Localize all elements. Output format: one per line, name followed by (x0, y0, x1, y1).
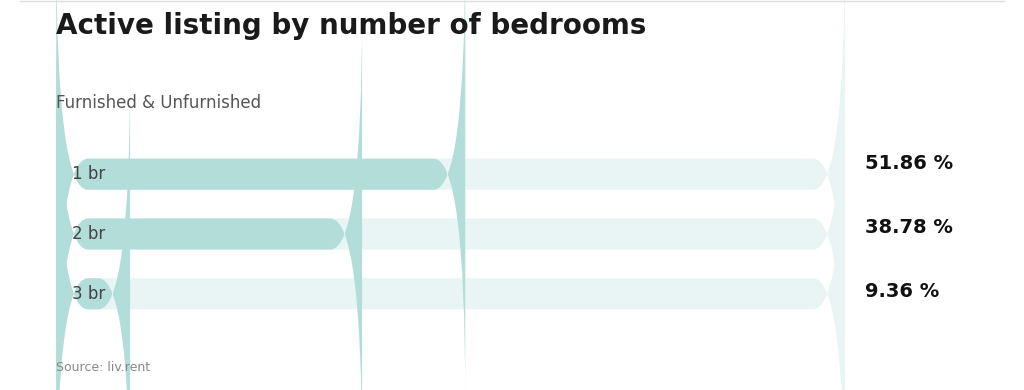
Text: Furnished & Unfurnished: Furnished & Unfurnished (56, 94, 261, 112)
Text: 38.78 %: 38.78 % (865, 218, 953, 237)
FancyBboxPatch shape (56, 0, 465, 390)
FancyBboxPatch shape (56, 0, 845, 390)
FancyBboxPatch shape (56, 70, 845, 390)
Text: 51.86 %: 51.86 % (865, 154, 953, 173)
Text: Source: liv.rent: Source: liv.rent (56, 362, 151, 374)
Text: 9.36 %: 9.36 % (865, 282, 940, 301)
FancyBboxPatch shape (56, 11, 362, 390)
FancyBboxPatch shape (56, 11, 845, 390)
Text: 1 br: 1 br (72, 165, 105, 183)
Text: 3 br: 3 br (72, 285, 105, 303)
FancyBboxPatch shape (56, 70, 130, 390)
Text: 2 br: 2 br (72, 225, 105, 243)
Text: Active listing by number of bedrooms: Active listing by number of bedrooms (56, 12, 647, 40)
